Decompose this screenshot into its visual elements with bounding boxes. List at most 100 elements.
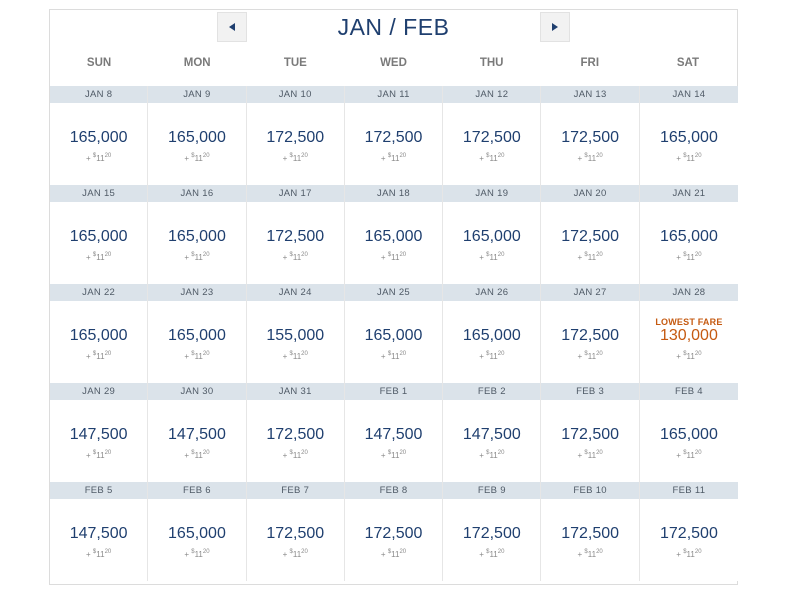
tax-cents: 20 (497, 450, 505, 456)
tax-cents: 20 (694, 351, 702, 357)
fare-area: 172,500 + $1120 (247, 202, 344, 284)
tax-plus: + (577, 451, 583, 460)
tax-whole: 11 (489, 154, 498, 163)
tax-dollar: $ (683, 351, 687, 357)
previous-month-button[interactable] (217, 12, 247, 42)
day-cell[interactable]: JAN 21 165,000 + $1120 (639, 185, 739, 284)
tax-whole: 11 (686, 352, 695, 361)
calendar-week-row: JAN 8 165,000 + $1120 JAN 9 165,000 + $1120 JA… (50, 86, 739, 185)
day-cell[interactable]: JAN 14 165,000 + $1120 (639, 86, 739, 185)
tax-dollar: $ (289, 549, 293, 555)
fare-miles: 155,000 (266, 327, 325, 344)
tax-whole: 11 (391, 550, 400, 559)
tax-plus: + (184, 352, 189, 361)
day-cell[interactable]: FEB 5 147,500 + $1120 (50, 482, 149, 581)
day-cell[interactable]: FEB 8 172,500 + $1120 (344, 482, 444, 581)
day-cell[interactable]: FEB 6 165,000 + $1120 (148, 482, 247, 581)
day-cell[interactable]: JAN 31 172,500 + $1120 (246, 383, 345, 482)
day-of-week-label: FRI (580, 57, 600, 69)
tax-whole: 11 (489, 451, 498, 460)
day-cell[interactable]: FEB 2 147,500 + $1120 (443, 383, 542, 482)
date-label: FEB 1 (344, 383, 443, 400)
tax-whole: 11 (587, 550, 597, 559)
day-cell[interactable]: JAN 19 165,000 + $1120 (443, 185, 542, 284)
day-cell[interactable]: FEB 9 172,500 + $1120 (443, 482, 542, 581)
tax-whole: 11 (489, 352, 498, 361)
day-cell[interactable]: FEB 4 165,000 + $1120 (639, 383, 739, 482)
calendar-week-row: JAN 22 165,000 + $1120 JAN 23 165,000 + $1120… (50, 284, 739, 383)
day-cell[interactable]: FEB 10 172,500 + $1120 (541, 482, 640, 581)
day-cell[interactable]: JAN 15 165,000 + $1120 (50, 185, 149, 284)
day-cell[interactable]: JAN 30 147,500 + $1120 (148, 383, 247, 482)
fare-tax: + $1120 (345, 252, 442, 262)
triangle-right-icon (552, 23, 558, 31)
day-cell[interactable]: JAN 17 172,500 + $1120 (246, 185, 345, 284)
date-label: JAN 16 (148, 185, 246, 202)
day-cell[interactable]: FEB 1 147,500 + $1120 (344, 383, 444, 482)
fare-tax: + $1120 (247, 351, 344, 361)
day-cell[interactable]: JAN 24 155,000 + $1120 (246, 284, 345, 383)
day-cell[interactable]: JAN 16 165,000 + $1120 (148, 185, 247, 284)
day-cell[interactable]: JAN 27 172,500 + $1120 (541, 284, 640, 383)
day-cell[interactable]: JAN 9 165,000 + $1120 (148, 86, 247, 185)
date-label: FEB 3 (541, 383, 639, 400)
fare-tax: + $1120 (148, 450, 245, 460)
day-cell[interactable]: JAN 18 165,000 + $1120 (344, 185, 444, 284)
fare-tax: + $1120 (247, 252, 344, 262)
tax-dollar: $ (683, 549, 687, 555)
date-label: JAN 15 (50, 185, 148, 202)
day-cell[interactable]: JAN 11 172,500 + $1120 (344, 86, 444, 185)
fare-tax: + $1120 (443, 549, 540, 559)
day-cell[interactable]: JAN 29 147,500 + $1120 (50, 383, 149, 482)
fare-area: 147,500 + $1120 (345, 400, 442, 482)
fare-miles: 165,000 (69, 129, 128, 146)
tax-plus: + (282, 451, 288, 460)
tax-dollar: $ (289, 252, 293, 258)
fare-area: 172,500 + $1120 (345, 103, 442, 185)
tax-dollar: $ (584, 153, 588, 159)
day-cell[interactable]: JAN 28 LOWEST FARE 130,000 + $1120 (639, 284, 739, 383)
day-cell[interactable]: JAN 20 172,500 + $1120 (541, 185, 640, 284)
fare-tax: + $1120 (50, 153, 147, 163)
fare-tax: + $1120 (50, 549, 147, 559)
fare-miles: 165,000 (168, 228, 226, 245)
date-label: JAN 26 (443, 284, 541, 301)
day-cell[interactable]: JAN 25 165,000 + $1120 (344, 284, 444, 383)
day-cell[interactable]: FEB 7 172,500 + $1120 (246, 482, 345, 581)
tax-dollar: $ (683, 252, 687, 258)
tax-plus: + (380, 451, 386, 460)
tax-plus: + (86, 352, 91, 361)
tax-plus: + (86, 550, 91, 559)
tax-plus: + (86, 154, 91, 163)
fare-area: 172,500 + $1120 (541, 400, 638, 482)
day-cell[interactable]: FEB 11 172,500 + $1120 (639, 482, 739, 581)
tax-plus: + (479, 253, 484, 262)
tax-dollar: $ (92, 450, 97, 456)
tax-plus: + (577, 550, 583, 559)
tax-cents: 20 (399, 450, 407, 456)
tax-cents: 20 (202, 351, 210, 357)
day-cell[interactable]: JAN 23 165,000 + $1120 (148, 284, 247, 383)
fare-tax: + $1120 (247, 153, 344, 163)
fare-area: 165,000 + $1120 (148, 202, 245, 284)
next-month-button[interactable] (540, 12, 570, 42)
day-cell[interactable]: JAN 13 172,500 + $1120 (541, 86, 640, 185)
fare-area: 165,000 + $1120 (640, 400, 738, 482)
tax-whole: 11 (194, 352, 203, 361)
tax-cents: 20 (596, 450, 603, 456)
day-cell[interactable]: JAN 26 165,000 + $1120 (443, 284, 542, 383)
tax-dollar: $ (683, 450, 687, 456)
day-cell[interactable]: JAN 8 165,000 + $1120 (50, 86, 149, 185)
day-cell[interactable]: JAN 10 172,500 + $1120 (246, 86, 345, 185)
tax-plus: + (479, 154, 484, 163)
day-cell[interactable]: FEB 3 172,500 + $1120 (541, 383, 640, 482)
tax-dollar: $ (387, 549, 392, 555)
day-cell[interactable]: JAN 22 165,000 + $1120 (50, 284, 149, 383)
tax-cents: 20 (104, 153, 112, 159)
fare-area: 165,000 + $1120 (50, 202, 147, 284)
day-cell[interactable]: JAN 12 172,500 + $1120 (443, 86, 542, 185)
date-label: JAN 25 (344, 284, 443, 301)
tax-dollar: $ (191, 153, 195, 159)
date-label: FEB 6 (148, 482, 246, 499)
tax-cents: 20 (596, 153, 603, 159)
